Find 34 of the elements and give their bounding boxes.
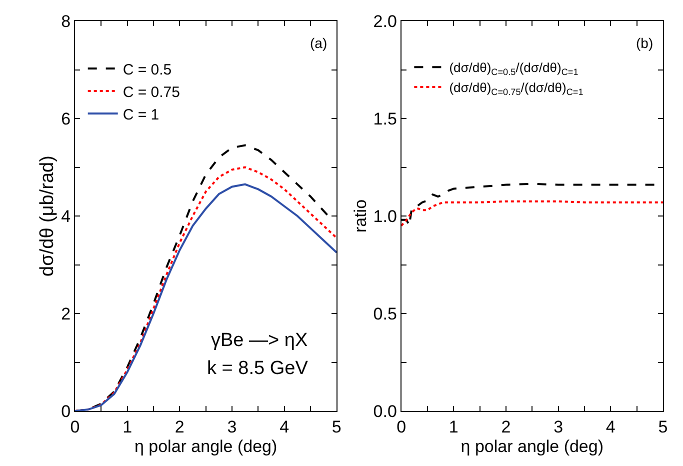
x-axis-title: η polar angle (deg) — [134, 436, 278, 456]
line-series — [401, 200, 663, 227]
x-tick-label: 2 — [501, 417, 511, 436]
y-tick-label: 2.0 — [373, 12, 397, 31]
annotation: γBe —> ηX — [211, 330, 308, 351]
x-tick-label: 3 — [554, 417, 564, 436]
legend-label: (dσ/dθ)$_{C=0.5}$/(dσ/dθ)$_{C=1}$ — [449, 60, 578, 77]
x-tick-label: 5 — [658, 417, 668, 436]
y-tick-label: 4 — [61, 206, 71, 226]
legend-label: C = 0.75 — [122, 84, 180, 101]
x-tick-label: 1 — [448, 417, 458, 436]
annotation: (b) — [636, 35, 654, 51]
legend-label: C = 0.5 — [122, 61, 172, 78]
legend-label: C = 1 — [122, 106, 160, 124]
x-axis-title: η polar angle (deg) — [460, 436, 604, 456]
x-tick-label: 4 — [606, 417, 616, 436]
y-tick-label: 0 — [61, 402, 71, 421]
y-axis-title: dσ/dθ (μb/rad) — [36, 156, 58, 276]
y-tick-label: 0.5 — [373, 304, 397, 324]
annotation: (a) — [310, 35, 328, 51]
y-tick-label: 6 — [61, 109, 71, 128]
y-tick-label: 8 — [61, 12, 71, 31]
annotation: k = 8.5 GeV — [207, 358, 308, 379]
y-tick-label: 1.0 — [373, 206, 397, 226]
y-tick-label: 1.5 — [373, 109, 397, 128]
x-tick-label: 1 — [122, 417, 132, 436]
x-tick-label: 3 — [227, 417, 237, 436]
y-axis-title: ratio — [350, 199, 370, 233]
text: 0.0 — [373, 402, 397, 421]
y-tick-label: 2 — [61, 304, 71, 324]
legend-label: (dσ/dθ)$_{C=0.75}$/(dσ/dθ)$_{C=1}$ — [449, 80, 584, 97]
x-tick-label: 2 — [174, 417, 184, 436]
x-tick-label: 4 — [280, 417, 290, 436]
x-tick-label: 5 — [332, 417, 342, 436]
